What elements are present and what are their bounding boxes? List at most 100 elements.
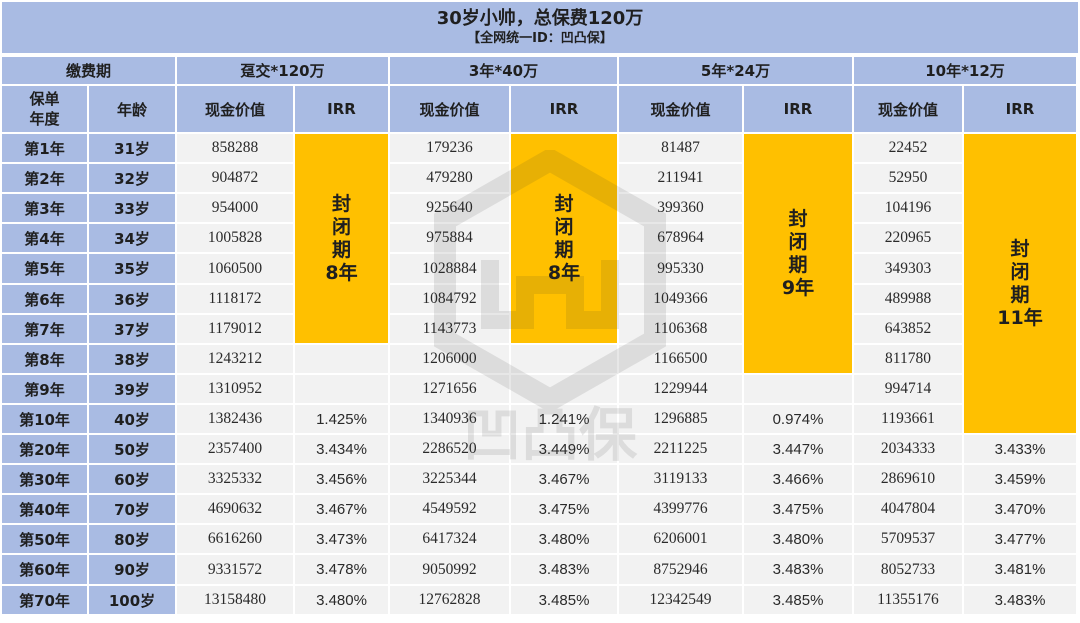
cash-value-cell: 9331572 xyxy=(177,555,293,584)
cash-value-cell: 13158480 xyxy=(177,586,293,614)
cash-value-cell: 4690632 xyxy=(177,495,293,523)
header-cash-value-4: 现金价值 xyxy=(854,86,962,132)
cash-value-cell: 52950 xyxy=(854,164,962,192)
cash-value-cell: 5709537 xyxy=(854,525,962,553)
cash-value-cell: 179236 xyxy=(390,134,509,162)
header-irr-1: IRR xyxy=(295,86,388,132)
irr-cell: 3.456% xyxy=(295,465,388,493)
cash-value-cell: 1028884 xyxy=(390,254,509,283)
cash-value-cell: 4047804 xyxy=(854,495,962,523)
cash-value-cell: 220965 xyxy=(854,224,962,252)
plan-header-4: 10年*12万 xyxy=(854,57,1076,84)
row-policy-year: 第10年 xyxy=(2,405,87,433)
irr-cell xyxy=(511,375,617,403)
cash-value-cell: 12762828 xyxy=(390,586,509,614)
header-pay-period: 缴费期 xyxy=(2,57,175,84)
irr-cell: 3.483% xyxy=(744,555,852,584)
cash-value-cell: 3119133 xyxy=(619,465,742,493)
cash-value-cell: 1340936 xyxy=(390,405,509,433)
cash-value-cell: 1005828 xyxy=(177,224,293,252)
cash-value-cell: 81487 xyxy=(619,134,742,162)
cash-value-cell: 489988 xyxy=(854,285,962,313)
closed-period-block-4: 封 闭 期 11年 xyxy=(964,134,1076,433)
cash-value-cell: 2357400 xyxy=(177,435,293,463)
irr-cell: 3.478% xyxy=(295,555,388,584)
irr-cell xyxy=(511,345,617,373)
header-policy-year: 保单 年度 xyxy=(2,86,87,132)
row-age: 33岁 xyxy=(89,194,175,222)
row-age: 50岁 xyxy=(89,435,175,463)
row-policy-year: 第8年 xyxy=(2,345,87,373)
cash-value-cell: 994714 xyxy=(854,375,962,403)
row-age: 38岁 xyxy=(89,345,175,373)
irr-cell: 3.483% xyxy=(964,586,1076,614)
row-policy-year: 第60年 xyxy=(2,555,87,584)
irr-cell: 1.241% xyxy=(511,405,617,433)
row-policy-year: 第6年 xyxy=(2,285,87,313)
row-policy-year: 第1年 xyxy=(2,134,87,162)
irr-cell: 3.459% xyxy=(964,465,1076,493)
header-irr-4: IRR xyxy=(964,86,1076,132)
irr-cell: 3.485% xyxy=(744,586,852,614)
row-policy-year: 第70年 xyxy=(2,586,87,614)
cash-value-cell: 2211225 xyxy=(619,435,742,463)
table-title-block: 30岁小帅，总保费120万 【全网统一ID：凹凸保】 xyxy=(2,2,1078,53)
cash-value-cell: 1049366 xyxy=(619,285,742,313)
row-policy-year: 第9年 xyxy=(2,375,87,403)
cash-value-cell: 975884 xyxy=(390,224,509,252)
cash-value-cell: 1179012 xyxy=(177,315,293,343)
irr-cell xyxy=(295,345,388,373)
cash-value-cell: 954000 xyxy=(177,194,293,222)
cash-value-cell: 8752946 xyxy=(619,555,742,584)
cash-value-cell: 995330 xyxy=(619,254,742,283)
irr-cell: 3.481% xyxy=(964,555,1076,584)
cash-value-cell: 1084792 xyxy=(390,285,509,313)
cash-value-cell: 1060500 xyxy=(177,254,293,283)
table-title: 30岁小帅，总保费120万 xyxy=(437,8,644,30)
closed-period-label: 封 闭 期 8年 xyxy=(325,193,357,285)
cash-value-cell: 349303 xyxy=(854,254,962,283)
row-policy-year: 第2年 xyxy=(2,164,87,192)
header-irr-2: IRR xyxy=(511,86,617,132)
irr-cell: 0.974% xyxy=(744,405,852,433)
header-irr-3: IRR xyxy=(744,86,852,132)
row-age: 37岁 xyxy=(89,315,175,343)
irr-cell: 3.466% xyxy=(744,465,852,493)
closed-period-label: 封 闭 期 8年 xyxy=(548,193,580,285)
cash-value-cell: 2286520 xyxy=(390,435,509,463)
cash-value-cell: 1382436 xyxy=(177,405,293,433)
row-age: 80岁 xyxy=(89,525,175,553)
closed-period-label: 封 闭 期 11年 xyxy=(997,238,1042,330)
irr-cell: 3.467% xyxy=(511,465,617,493)
row-age: 39岁 xyxy=(89,375,175,403)
row-policy-year: 第5年 xyxy=(2,254,87,283)
cash-value-cell: 4399776 xyxy=(619,495,742,523)
closed-period-label: 封 闭 期 9年 xyxy=(782,208,814,300)
irr-cell: 3.480% xyxy=(511,525,617,553)
cash-value-cell: 6206001 xyxy=(619,525,742,553)
irr-cell: 3.480% xyxy=(295,586,388,614)
header-cash-value-1: 现金价值 xyxy=(177,86,293,132)
row-policy-year: 第20年 xyxy=(2,435,87,463)
header-cash-value-2: 现金价值 xyxy=(390,86,509,132)
irr-cell: 3.434% xyxy=(295,435,388,463)
row-age: 40岁 xyxy=(89,405,175,433)
cash-value-cell: 6616260 xyxy=(177,525,293,553)
row-age: 36岁 xyxy=(89,285,175,313)
cash-value-cell: 6417324 xyxy=(390,525,509,553)
row-policy-year: 第30年 xyxy=(2,465,87,493)
row-policy-year: 第40年 xyxy=(2,495,87,523)
cash-value-cell: 9050992 xyxy=(390,555,509,584)
irr-cell: 3.470% xyxy=(964,495,1076,523)
cash-value-cell: 1271656 xyxy=(390,375,509,403)
irr-cell xyxy=(744,375,852,403)
cash-value-cell: 104196 xyxy=(854,194,962,222)
irr-cell: 3.475% xyxy=(511,495,617,523)
cash-value-cell: 4549592 xyxy=(390,495,509,523)
irr-cell: 3.483% xyxy=(511,555,617,584)
irr-cell: 3.449% xyxy=(511,435,617,463)
table-subtitle: 【全网统一ID：凹凸保】 xyxy=(467,30,613,47)
cash-value-cell: 1166500 xyxy=(619,345,742,373)
cash-value-cell: 3325332 xyxy=(177,465,293,493)
row-age: 34岁 xyxy=(89,224,175,252)
